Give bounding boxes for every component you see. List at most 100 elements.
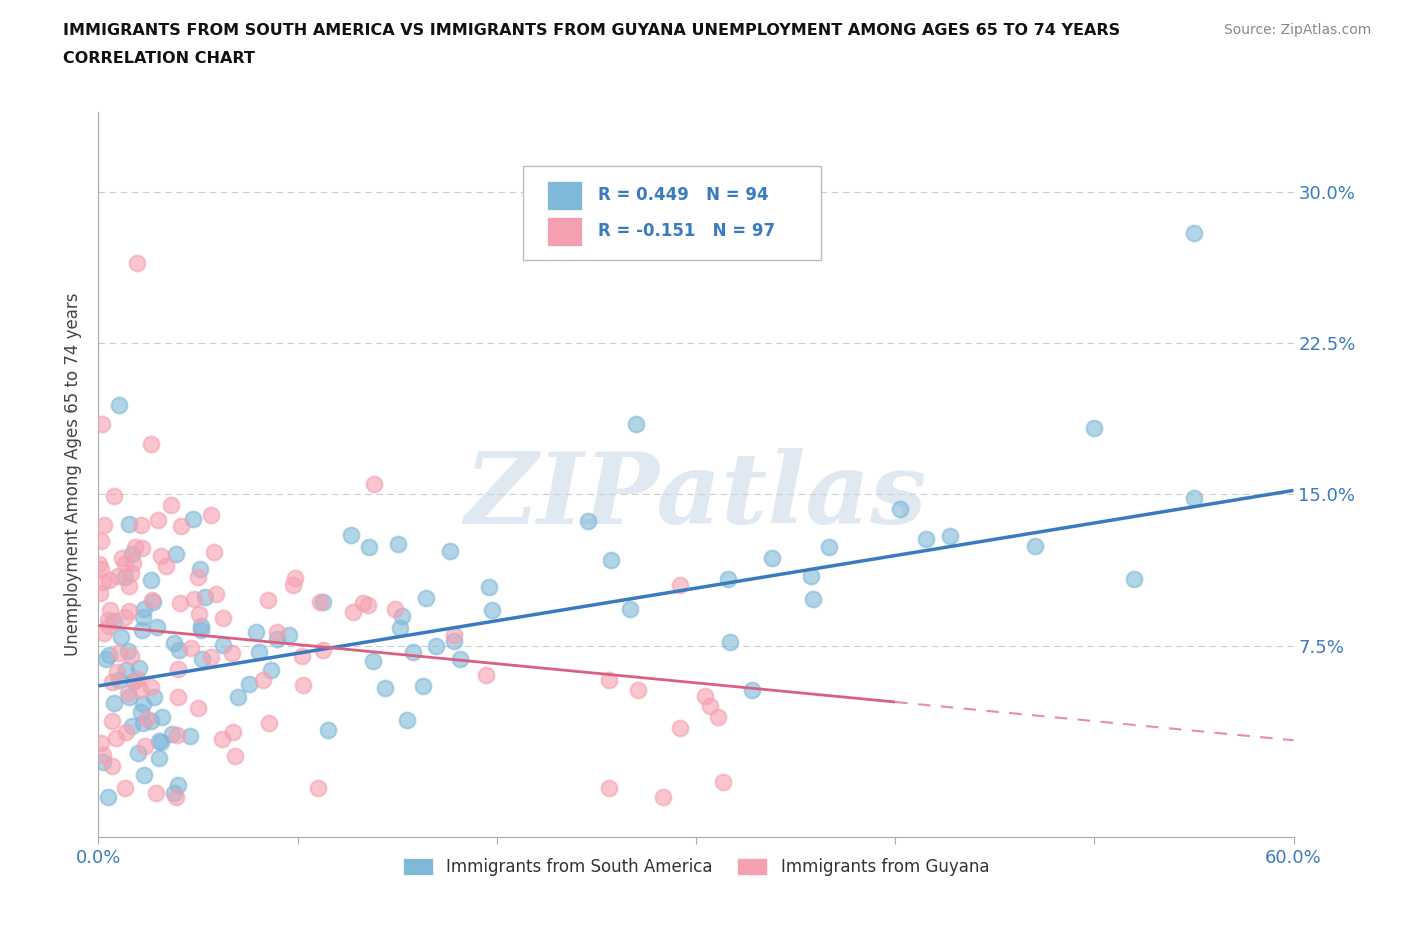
Point	[384, 602, 406, 617]
Point	[205, 587, 228, 602]
Point	[132, 697, 155, 711]
Point	[307, 781, 329, 796]
Point	[103, 614, 125, 629]
Point	[363, 477, 385, 492]
Point	[211, 732, 233, 747]
Point	[443, 633, 465, 648]
Point	[800, 568, 823, 583]
Point	[148, 513, 170, 528]
Point	[312, 643, 335, 658]
Point	[374, 681, 396, 696]
Point	[257, 592, 280, 607]
Point	[134, 601, 156, 616]
Legend: Immigrants from South America, Immigrants from Guyana: Immigrants from South America, Immigrant…	[396, 852, 995, 883]
Point	[90, 562, 112, 577]
Point	[443, 628, 465, 643]
Point	[439, 543, 461, 558]
Point	[145, 785, 167, 800]
Text: Source: ZipAtlas.com: Source: ZipAtlas.com	[1223, 23, 1371, 37]
Point	[449, 651, 471, 666]
Point	[93, 748, 115, 763]
FancyBboxPatch shape	[523, 166, 821, 260]
Point	[284, 571, 307, 586]
Point	[576, 513, 599, 528]
Point	[221, 646, 243, 661]
Point	[188, 606, 211, 621]
Point	[818, 539, 841, 554]
Point	[105, 664, 128, 679]
Point	[291, 677, 314, 692]
Point	[155, 559, 177, 574]
Point	[668, 721, 690, 736]
Point	[412, 679, 434, 694]
Point	[202, 544, 225, 559]
Point	[761, 551, 783, 565]
Point	[129, 705, 152, 720]
Point	[91, 575, 114, 590]
Point	[212, 638, 235, 653]
Point	[139, 680, 162, 695]
Point	[711, 775, 734, 790]
Point	[89, 586, 111, 601]
Y-axis label: Unemployment Among Ages 65 to 74 years: Unemployment Among Ages 65 to 74 years	[65, 293, 83, 656]
FancyBboxPatch shape	[547, 217, 582, 246]
Point	[129, 517, 152, 532]
Point	[599, 552, 621, 567]
Point	[1083, 420, 1105, 435]
Point	[163, 635, 186, 650]
Point	[167, 661, 190, 676]
Point	[148, 751, 170, 765]
Point	[114, 609, 136, 624]
Point	[627, 683, 650, 698]
Point	[291, 649, 314, 664]
Point	[226, 689, 249, 704]
Point	[142, 594, 165, 609]
Point	[160, 498, 183, 512]
Point	[247, 644, 270, 659]
Point	[188, 561, 211, 576]
Text: R = 0.449   N = 94: R = 0.449 N = 94	[598, 186, 769, 204]
Point	[131, 610, 153, 625]
Point	[277, 627, 299, 642]
Point	[388, 620, 411, 635]
Point	[122, 674, 145, 689]
Point	[309, 594, 332, 609]
Point	[238, 676, 260, 691]
Point	[316, 723, 339, 737]
Point	[194, 590, 217, 604]
Point	[163, 786, 186, 801]
Point	[142, 689, 165, 704]
Text: IMMIGRANTS FROM SOUTH AMERICA VS IMMIGRANTS FROM GUYANA UNEMPLOYMENT AMONG AGES : IMMIGRANTS FROM SOUTH AMERICA VS IMMIGRA…	[63, 23, 1121, 38]
Point	[131, 715, 153, 730]
Point	[651, 790, 673, 804]
Point	[120, 649, 142, 664]
Point	[146, 619, 169, 634]
Point	[90, 534, 112, 549]
Point	[97, 648, 120, 663]
Point	[139, 714, 162, 729]
Point	[387, 537, 409, 551]
Point	[118, 604, 141, 618]
Point	[122, 555, 145, 570]
Point	[187, 700, 209, 715]
Point	[134, 738, 156, 753]
Point	[415, 590, 437, 604]
Point	[114, 569, 136, 584]
Point	[150, 710, 173, 724]
Point	[108, 673, 131, 688]
Point	[257, 716, 280, 731]
Point	[626, 417, 648, 432]
Point	[741, 683, 763, 698]
Point	[191, 651, 214, 666]
Point	[222, 724, 245, 739]
Point	[718, 634, 741, 649]
Point	[136, 711, 159, 726]
Point	[598, 672, 620, 687]
Point	[1182, 491, 1205, 506]
Point	[187, 569, 209, 584]
Point	[118, 516, 141, 531]
Point	[481, 603, 503, 618]
Point	[124, 539, 146, 554]
Point	[160, 726, 183, 741]
Point	[141, 437, 163, 452]
